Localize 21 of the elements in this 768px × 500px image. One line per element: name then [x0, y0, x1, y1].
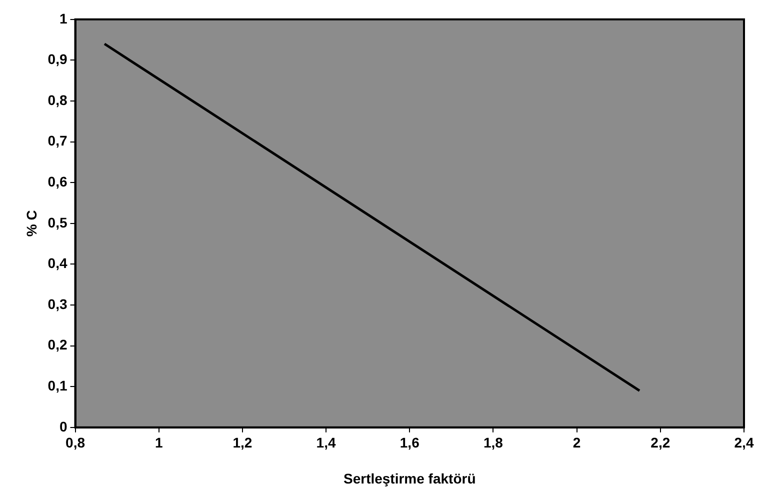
y-axis-title: % C	[23, 210, 40, 237]
x-tick-label: 2,2	[650, 434, 670, 451]
x-axis-title: Sertleştirme faktörü	[343, 470, 476, 486]
y-tick-label: 0,8	[48, 92, 68, 108]
x-tick-label: 1,6	[400, 434, 420, 451]
y-tick-label: 0,2	[48, 336, 68, 353]
x-tick-label: 1,2	[232, 434, 252, 451]
x-tick-label: 1,8	[483, 434, 504, 451]
y-tick-label: 1	[59, 10, 68, 26]
y-tick-label: 0,7	[48, 132, 68, 149]
y-tick-label: 0,4	[48, 255, 68, 272]
y-tick-label: 0,5	[48, 214, 68, 230]
y-tick-label: 0	[59, 418, 68, 434]
x-tick-label: 2	[572, 434, 581, 451]
x-tick-label: 1,4	[316, 434, 336, 451]
y-tick-label: 0,6	[48, 173, 68, 190]
y-tick-label: 0,9	[48, 51, 68, 68]
y-tick-label: 0,1	[48, 377, 68, 394]
x-tick-label: 2,4	[734, 434, 754, 451]
x-tick-label: 1	[154, 434, 163, 451]
y-tick-label: 0,3	[48, 296, 68, 312]
